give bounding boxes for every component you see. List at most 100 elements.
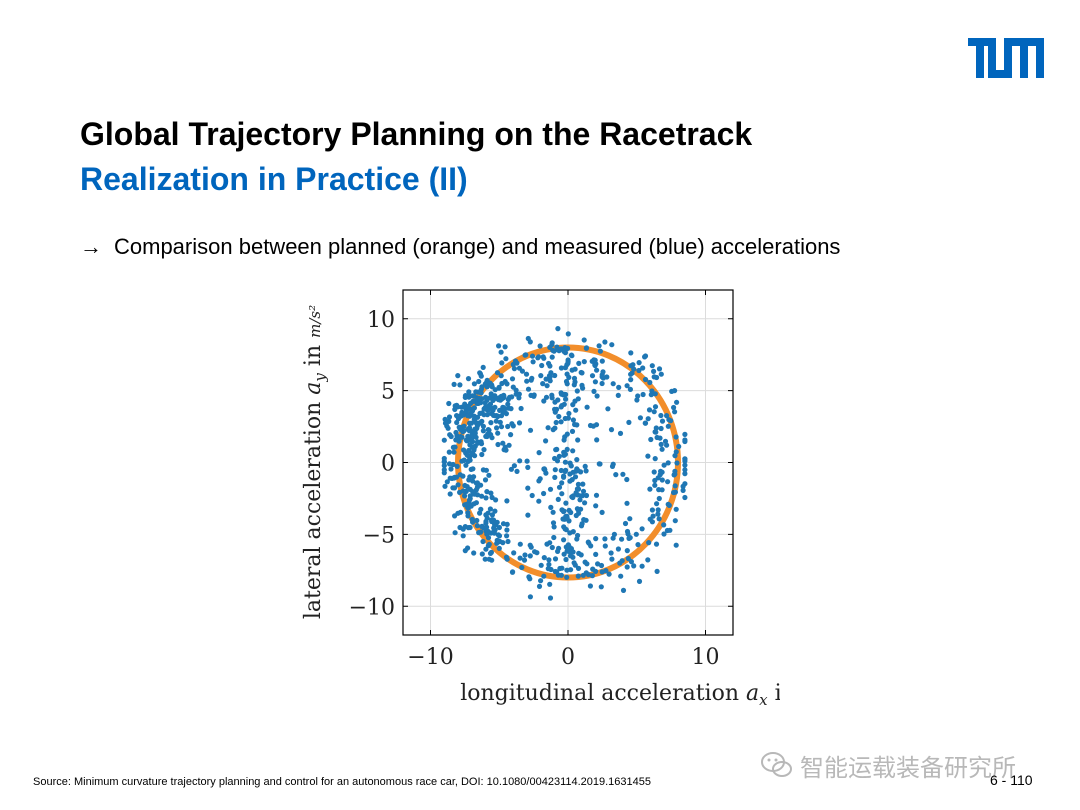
measured-point — [665, 460, 671, 466]
measured-point — [599, 569, 605, 575]
measured-point — [646, 540, 652, 546]
measured-point — [556, 484, 563, 490]
measured-point — [460, 533, 466, 539]
measured-point — [461, 457, 467, 464]
measured-point — [508, 432, 514, 438]
measured-point — [540, 381, 546, 387]
measured-point — [676, 443, 682, 450]
measured-point — [570, 493, 576, 499]
measured-point — [502, 344, 508, 350]
measured-point — [548, 370, 554, 376]
measured-point — [615, 546, 621, 552]
measured-point — [555, 548, 561, 554]
measured-point — [608, 427, 615, 433]
measured-point — [472, 417, 478, 423]
measured-point — [528, 544, 534, 550]
measured-point — [661, 462, 667, 468]
measured-point — [496, 384, 502, 390]
measured-point — [582, 500, 588, 506]
measured-point — [570, 402, 576, 408]
measured-point — [682, 471, 688, 477]
measured-point — [618, 573, 624, 579]
measured-point — [640, 391, 646, 398]
measured-point — [482, 400, 488, 406]
measured-point — [634, 397, 640, 403]
measured-point — [611, 531, 617, 537]
measured-point — [624, 383, 630, 389]
measured-point — [500, 440, 506, 446]
y-tick-label: −5 — [363, 523, 395, 548]
measured-point — [470, 444, 476, 450]
measured-point — [530, 359, 536, 365]
measured-point — [493, 418, 499, 424]
measured-point — [552, 399, 558, 405]
measured-point — [511, 463, 517, 469]
measured-point — [591, 357, 597, 363]
measured-point — [489, 517, 495, 523]
measured-point — [483, 433, 489, 439]
measured-point — [529, 353, 536, 359]
measured-point — [483, 518, 489, 524]
measured-point — [575, 565, 582, 571]
measured-point — [592, 379, 598, 385]
measured-point — [636, 578, 643, 584]
measured-point — [646, 407, 653, 413]
measured-point — [569, 428, 576, 434]
measured-point — [448, 466, 454, 472]
measured-point — [447, 491, 453, 497]
measured-point — [563, 556, 569, 563]
measured-point — [558, 365, 564, 371]
measured-point — [509, 376, 516, 382]
measured-point — [580, 488, 587, 494]
measured-point — [613, 472, 619, 478]
measured-point — [541, 490, 547, 497]
measured-point — [546, 561, 552, 568]
measured-point — [541, 555, 547, 561]
measured-point — [658, 371, 664, 377]
measured-point — [682, 467, 688, 473]
measured-point — [451, 449, 457, 455]
measured-point — [555, 326, 561, 332]
measured-point — [511, 550, 517, 556]
measured-point — [517, 555, 523, 561]
y-tick-label: −10 — [349, 595, 395, 620]
measured-point — [487, 403, 493, 409]
measured-point — [674, 399, 680, 405]
measured-point — [645, 453, 651, 459]
measured-point — [470, 478, 476, 484]
measured-point — [672, 518, 678, 524]
measured-point — [486, 541, 492, 547]
wechat-icon — [761, 752, 792, 777]
measured-point — [504, 556, 510, 562]
measured-point — [558, 467, 564, 474]
measured-point — [576, 360, 582, 366]
watermark: 智能运载装备研究所 — [760, 748, 1016, 782]
measured-point — [622, 520, 629, 527]
measured-point — [554, 458, 561, 464]
measured-point — [633, 531, 639, 537]
measured-point — [574, 457, 580, 463]
measured-point — [444, 423, 450, 429]
measured-point — [649, 388, 655, 394]
measured-point — [483, 467, 489, 473]
measured-point — [550, 509, 556, 515]
measured-point — [543, 376, 549, 382]
measured-point — [462, 548, 468, 554]
measured-point — [552, 556, 559, 562]
measured-point — [561, 473, 567, 479]
page-subtitle: Realization in Practice (II) — [80, 161, 468, 197]
measured-point — [654, 568, 660, 574]
measured-point — [441, 463, 447, 469]
measured-point — [591, 388, 597, 394]
measured-point — [467, 437, 473, 443]
measured-point — [571, 375, 578, 381]
measured-point — [652, 477, 658, 484]
measured-point — [527, 553, 533, 559]
measured-point — [474, 523, 480, 529]
measured-point — [478, 441, 485, 447]
measured-point — [525, 485, 531, 491]
measured-point — [593, 492, 600, 498]
measured-point — [446, 414, 453, 420]
measured-point — [570, 417, 576, 423]
measured-point — [652, 429, 658, 435]
